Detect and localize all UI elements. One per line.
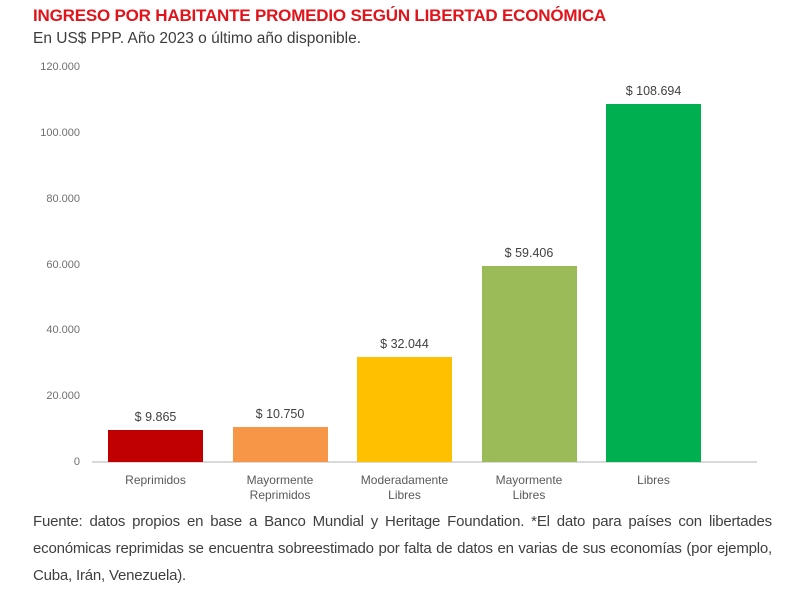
y-tick-label: 120.000 [40,61,80,73]
bar [606,104,701,462]
y-tick-label: 100.000 [40,126,80,139]
bar-category-label: Mayormente Libres [495,473,563,502]
chart-subtitle: En US$ PPP. Año 2023 o último año dispon… [33,30,362,47]
y-tick-label: 0 [73,456,80,468]
bar-category-label: Reprimidos [125,473,186,487]
source-note: Fuente: datos propios en base a Banco Mu… [33,513,772,584]
y-tick-label: 80.000 [46,192,80,205]
bar-value-label: $ 10.750 [255,406,305,421]
bar-category-label: Moderadamente Libres [360,473,449,502]
x-axis-line [92,461,757,463]
bar-value-label: $ 32.044 [380,336,429,351]
chart-title: INGRESO POR HABITANTE PROMEDIO SEGÚN LIB… [33,6,607,25]
bar-value-label: $ 108.694 [625,84,682,99]
bar-value-label: $ 9.865 [134,409,177,424]
bar [232,426,328,462]
y-tick-label: 40.000 [46,324,80,337]
bar [108,429,203,462]
bar-category-label: Libres [637,473,670,487]
bar-value-label: $ 59.406 [504,246,554,261]
bar [357,356,452,462]
bar-category-label: Mayormente Reprimidos [246,473,314,502]
y-tick-label: 20.000 [46,390,80,403]
y-tick-label: 60.000 [46,258,80,271]
bar [481,266,577,462]
